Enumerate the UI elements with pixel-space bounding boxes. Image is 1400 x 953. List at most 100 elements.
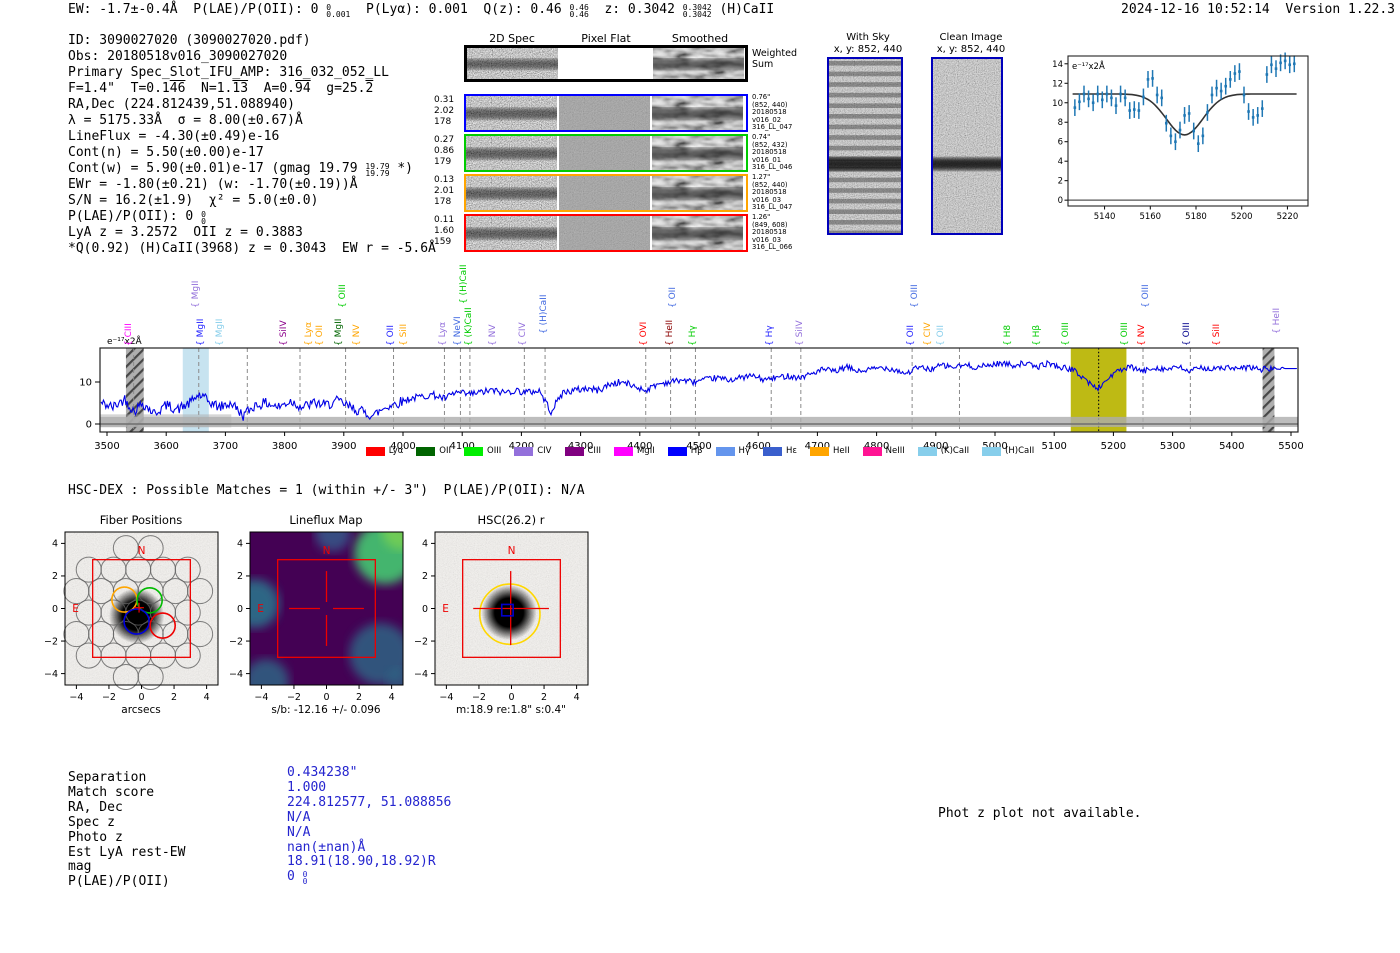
fit-ytick: 12 [1052,79,1063,89]
cutout-xtick: 4 [574,692,580,703]
clean-image [931,57,1003,235]
selected-fiber-circle [136,587,163,614]
legend-label: Lyα [388,446,404,456]
cutout-title: Fiber Positions [100,513,183,527]
spec2d-row-left-label: 0.13 2.01 178 [434,175,455,207]
cutout-lineflux-map-svg: Lineflux Map N E −4 −4 −2 −2 0 0 2 2 4 4 s/b: -12.16 … [229,513,404,716]
match-field-value: N/A [287,809,311,825]
north-label: N [323,545,331,557]
cutout-ytick: −4 [414,669,428,680]
spectral-line-labels: { CIII{ MgII{ MgII{ MgII{ SiIV{ Lyα{ OII… [78,255,1313,348]
info-line: *Q(0.92) (H)CaII(3968) z = 0.3043 EW r =… [68,241,436,256]
spec2d-image-cell [652,96,743,130]
match-field-label: Match score [68,784,155,800]
spec2d-weighted-row [464,45,748,82]
legend-item: Hβ [667,446,703,456]
spec2d-image-cell [652,216,743,250]
spec2d-image-cell [466,176,557,210]
spectrum-xtick: 4400 [627,441,652,452]
spectral-line-label: { OIII [338,284,349,308]
spectral-line-label: { SiIV [278,320,289,346]
info-line: ID: 3090027020 (3090027020.pdf) [68,33,311,48]
spec2d-image-cell [559,136,650,170]
weighted-sum-label: Weighted Sum [752,48,797,70]
info-line: LineFlux = -4.30(±0.49)e-16 [68,129,280,144]
legend-item: CIV [514,446,552,456]
spec2d-row-left-label: 0.31 2.02 178 [434,95,455,127]
cutout-ytick: 2 [52,571,58,582]
cutout-ytick: −2 [44,636,58,647]
spectral-line-label: { OII [315,325,326,346]
spectral-line-label: { NV [487,324,498,346]
spectral-line-label: { MgII [196,318,207,346]
legend-item: Hγ [715,446,750,456]
spec2d-image-cell [466,96,557,130]
match-field-value: 1.000 [287,779,327,795]
fiber-circle [174,599,201,626]
legend-label: Hβ [690,446,703,456]
north-label: N [138,545,146,557]
spec2d-image-cell [560,48,651,79]
spectrum-xtick: 4600 [745,441,770,452]
legend-swatch [809,446,829,456]
east-label: E [257,603,264,615]
fit-ytick: 4 [1058,157,1063,167]
legend-label: OII [439,446,452,456]
report-datetime: 2024-12-16 10:52:14 [1121,2,1270,17]
cutout-xtick: −2 [102,692,116,703]
match-field-label: Est LyA rest-EW [68,844,186,860]
fit-curve [1072,93,1297,136]
fit-ytick: 2 [1058,177,1063,187]
spec2d-image-cell [559,216,650,250]
spec2d-row-left-label: 0.27 0.86 179 [434,135,455,167]
cutout-ytick: −4 [229,669,243,680]
match-field-value: nan(±nan)Å [287,839,366,855]
legend-item: (K)CaII [917,446,969,456]
cutout-xtick: −2 [287,692,301,703]
spectrum-xtick: 4500 [686,441,711,452]
legend-swatch [667,446,687,456]
info-line: Obs: 20180518v016_3090027020 [68,49,288,64]
legend-swatch [862,446,882,456]
info-line: LyA z = 3.2572 OII z = 0.3883 [68,225,303,240]
info-line: Cont(w) = 5.90(±0.01)e-17 (gmag 19.79 19… [68,161,413,178]
match-field-label: P(LAE)/P(OII) [68,874,170,890]
cutout-panels: Fiber Positions N E −4 −4 −2 −2 0 0 2 2 4 4 arcsecs Li… [41,510,601,725]
source-blob [481,584,537,641]
spectrum-xtick: 5200 [1101,441,1126,452]
cutout-lineflux-map: Lineflux Map N E −4 −4 −2 −2 0 0 2 2 4 4 s/b: -12.16 … [226,510,411,720]
spectrum-xtick: 4000 [390,441,415,452]
legend-label: CIII [587,446,601,456]
match-table: Separation 0.434238" Match score 1.000 RA, D… [68,765,588,895]
fiber-circle [187,621,214,648]
fiber-circle [187,578,214,605]
spec2d-image-cell [653,48,744,79]
match-field-label: RA, Dec [68,799,123,815]
spectral-line-label: { Hγ [688,325,699,346]
report-version: Version 1.22.3 [1285,2,1395,17]
extraction-box [277,559,376,658]
cutout-xtick: 0 [138,692,144,703]
fit-ytick: 10 [1052,99,1063,109]
match-field-label: Spec z [68,814,115,830]
spectral-line-label: { (K)CaII [463,307,474,346]
spectral-line-label: { Hγ [765,325,776,346]
cutout-xlabel: m:18.9 re:1.8" s:0.4" [456,704,566,716]
spectral-line-label: { SiII [1212,323,1223,346]
cutout-xtick: 4 [389,692,395,703]
cutout-xtick: 2 [356,692,362,703]
spectral-line-label: { MgII [215,318,226,346]
match-field-label: Separation [68,770,147,785]
spec2d-image-cell [652,136,743,170]
legend-label: OIII [487,446,502,456]
spectral-line-label: { NeVI [452,316,463,346]
info-line: λ = 5175.33Å σ = 8.00(±0.67)Å [68,113,303,128]
cutout-ytick: −2 [229,636,243,647]
fit-xtick: 5220 [1277,212,1299,222]
legend-item: CIII [564,446,601,456]
spectral-line-label: { OIII [1182,322,1192,346]
fit-ytick: 14 [1052,60,1063,70]
selected-fiber-circle [149,612,176,639]
cutout-ytick: 2 [237,571,243,582]
